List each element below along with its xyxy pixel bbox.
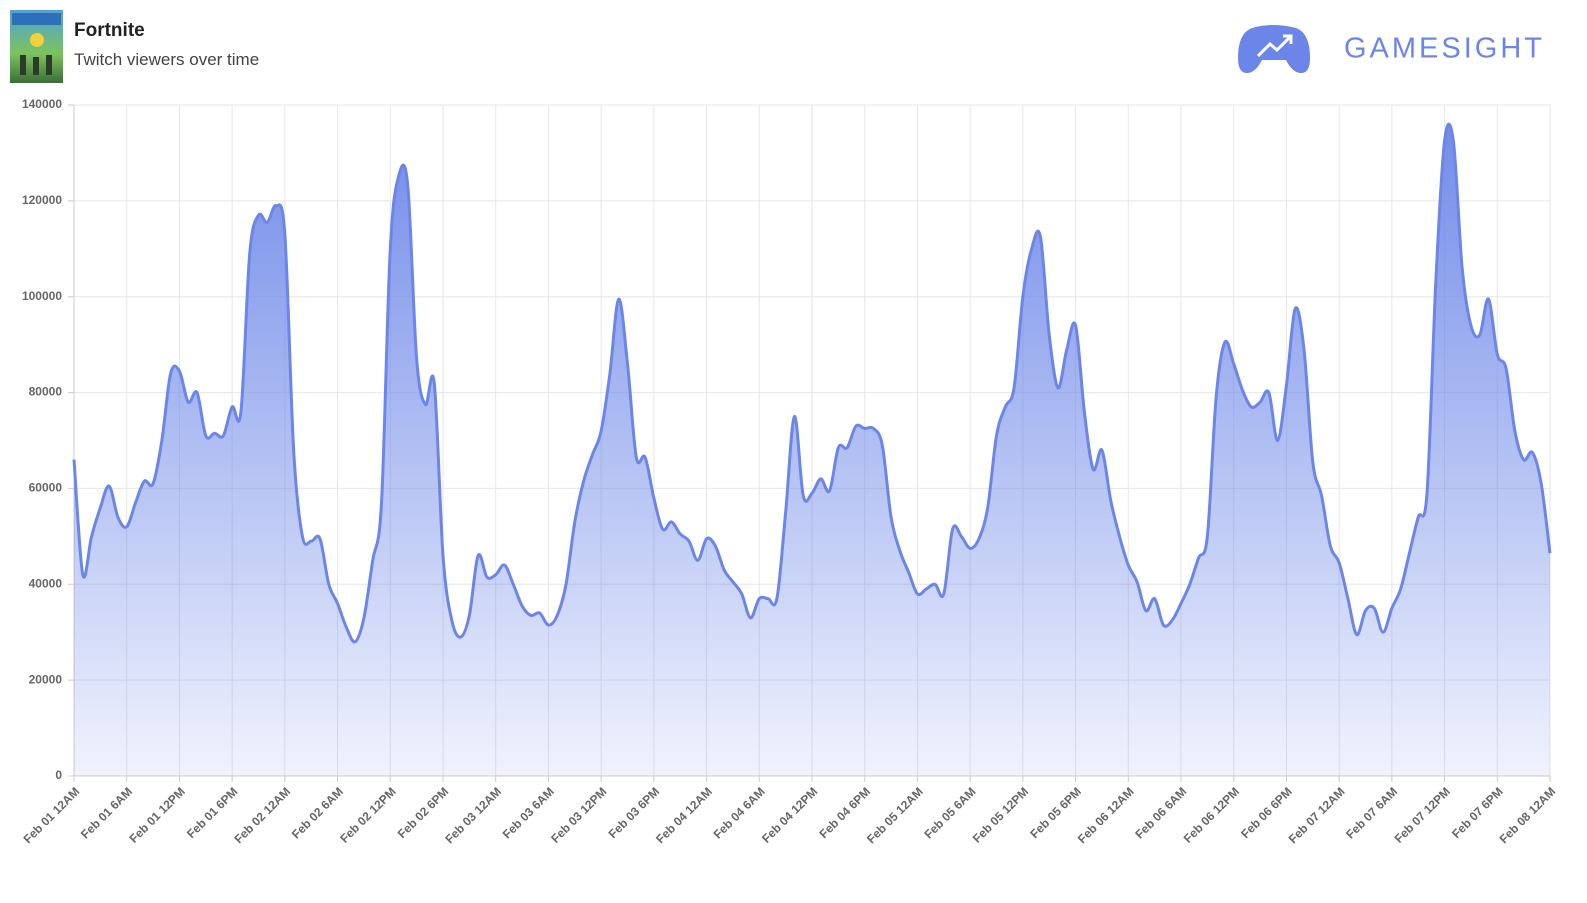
x-tick-label: Feb 06 12PM bbox=[1181, 784, 1242, 845]
x-tick-label: Feb 04 6PM bbox=[816, 784, 873, 841]
area-fill bbox=[74, 124, 1550, 776]
x-tick-label: Feb 03 12AM bbox=[442, 784, 504, 846]
x-tick-label: Feb 04 12AM bbox=[653, 784, 715, 846]
x-tick-label: Feb 04 6AM bbox=[711, 784, 768, 841]
chart-subtitle: Twitch viewers over time bbox=[74, 50, 259, 69]
x-tick-label: Feb 07 12AM bbox=[1286, 784, 1348, 846]
x-tick-label: Feb 05 12AM bbox=[864, 784, 926, 846]
x-tick-label: Feb 01 12PM bbox=[126, 784, 187, 845]
y-tick-label: 20000 bbox=[29, 672, 63, 686]
x-tick-label: Feb 03 12PM bbox=[548, 784, 609, 845]
x-tick-label: Feb 02 6AM bbox=[289, 784, 346, 841]
x-tick-label: Feb 05 12PM bbox=[970, 784, 1031, 845]
line bbox=[72, 122, 1552, 644]
x-tick-label: Feb 03 6PM bbox=[606, 784, 663, 841]
brand-logo bbox=[1238, 25, 1310, 74]
x-tick-label: Feb 07 6PM bbox=[1449, 784, 1506, 841]
x-tick-label: Feb 02 12PM bbox=[337, 784, 398, 845]
x-tick-label: Feb 06 6PM bbox=[1238, 784, 1295, 841]
x-tick-label: Feb 05 6AM bbox=[921, 784, 978, 841]
y-tick-label: 0 bbox=[55, 768, 62, 782]
y-tick-label: 140000 bbox=[22, 97, 62, 111]
x-tick-label: Feb 07 12PM bbox=[1392, 784, 1453, 845]
y-tick-label: 80000 bbox=[29, 385, 63, 399]
x-tick-label: Feb 01 6PM bbox=[184, 784, 241, 841]
x-tick-label: Feb 01 6AM bbox=[78, 784, 135, 841]
x-tick-label: Feb 07 6AM bbox=[1343, 784, 1400, 841]
y-tick-label: 100000 bbox=[22, 289, 62, 303]
chart-title: Fortnite bbox=[74, 20, 145, 41]
x-tick-label: Feb 06 6AM bbox=[1132, 784, 1189, 841]
y-tick-label: 60000 bbox=[29, 481, 63, 495]
x-tick-label: Feb 04 12PM bbox=[759, 784, 820, 845]
x-tick-label: Feb 05 6PM bbox=[1027, 784, 1084, 841]
x-tick-label: Feb 02 6PM bbox=[395, 784, 452, 841]
brand-name: GAMESIGHT bbox=[1344, 33, 1545, 65]
x-tick-label: Feb 02 12AM bbox=[231, 784, 293, 846]
x-tick-label: Feb 06 12AM bbox=[1075, 784, 1137, 846]
y-tick-label: 40000 bbox=[29, 576, 63, 590]
y-tick-label: 120000 bbox=[22, 193, 62, 207]
x-tick-label: Feb 01 12AM bbox=[21, 784, 83, 846]
x-tick-label: Feb 03 6AM bbox=[500, 784, 557, 841]
game-icon bbox=[10, 10, 63, 83]
x-tick-label: Feb 08 12AM bbox=[1497, 784, 1559, 846]
